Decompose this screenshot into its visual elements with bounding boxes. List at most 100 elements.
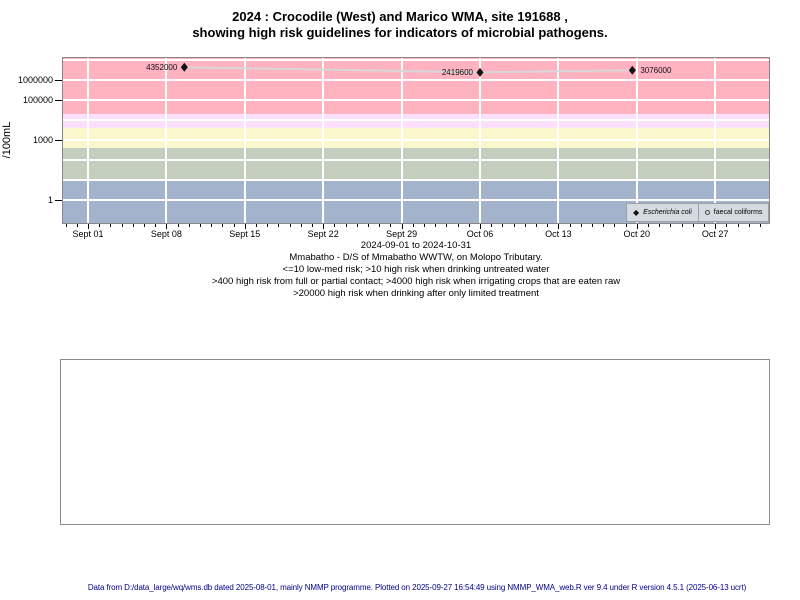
x-axis-minor-tick — [256, 224, 257, 227]
gridline-horizontal — [62, 179, 769, 181]
risk-band-high-risk-drinking-untreated — [62, 147, 769, 180]
x-axis-minor-tick — [614, 224, 616, 227]
gridline-horizontal — [62, 119, 769, 121]
x-axis-minor-tick — [345, 224, 347, 227]
x-axis-minor-tick — [233, 224, 235, 227]
y-tick-label: 1 — [47, 195, 53, 205]
x-axis-minor-tick — [625, 224, 627, 227]
risk-band-high-risk-full-partial-contact — [62, 127, 769, 148]
series-escherichia-coli — [180, 62, 636, 77]
circle-icon — [704, 210, 710, 215]
x-axis-major-tick — [88, 224, 89, 229]
x-axis-minor-tick — [155, 224, 157, 227]
risk-band-high-risk-limited-treatment-drinking — [62, 57, 769, 114]
x-tick-label: Oct 20 — [623, 229, 651, 239]
gridline-horizontal — [62, 139, 769, 141]
gridline-vertical — [714, 57, 717, 223]
x-axis-range-label: 2024-09-01 to 2024-10-31 — [360, 240, 472, 251]
x-axis-minor-tick — [278, 224, 280, 227]
y-axis-tick — [55, 100, 62, 101]
x-axis-minor-tick — [513, 224, 515, 227]
x-axis-major-tick — [401, 224, 403, 229]
chart-title-line1: 2024 : Crocodile (West) and Marico WMA, … — [232, 9, 568, 24]
x-axis-minor-tick — [312, 224, 313, 227]
x-axis-minor-tick — [334, 224, 336, 227]
gridline-vertical — [243, 57, 246, 223]
chart-captions: 2024-09-01 to 2024-10-31 Mmabatho - D/S … — [62, 240, 770, 300]
x-axis-minor-tick — [748, 224, 750, 227]
x-axis-major-tick — [715, 224, 717, 229]
x-axis-minor-tick — [737, 224, 739, 227]
x-axis-minor-tick — [289, 224, 291, 227]
data-point-label: 2419600 — [441, 67, 473, 77]
legend: ◆ Escherichia coli faecal coliforms — [626, 203, 770, 222]
x-tick-label: Oct 27 — [701, 229, 729, 239]
legend-label-escherichia-coli: Escherichia coli — [643, 209, 692, 216]
gridline-horizontal — [62, 59, 769, 61]
x-axis-minor-tick — [670, 224, 672, 227]
x-axis-minor-tick — [99, 224, 101, 227]
y-tick-label: 100000 — [22, 95, 53, 105]
x-axis-minor-tick — [412, 224, 414, 227]
x-axis-minor-tick — [524, 224, 526, 227]
x-axis-minor-tick — [648, 224, 649, 227]
gridline-horizontal — [62, 159, 769, 161]
risk-guideline-1: <=10 low-med risk; >10 high risk when dr… — [282, 264, 550, 275]
x-axis-minor-tick — [211, 224, 213, 227]
x-axis-minor-tick — [222, 224, 224, 227]
x-axis-minor-tick — [121, 224, 123, 227]
diamond-icon: ◆ — [633, 207, 640, 217]
x-axis-minor-tick — [502, 224, 504, 227]
x-axis-minor-tick — [659, 224, 661, 227]
gridline-vertical — [165, 57, 168, 223]
y-axis-tick — [55, 140, 62, 141]
x-tick-label: Sept 29 — [386, 229, 418, 239]
x-axis-minor-tick — [65, 224, 67, 227]
x-axis-minor-tick — [491, 224, 493, 227]
data-point-diamond — [180, 62, 188, 72]
gridline-horizontal — [62, 79, 769, 81]
x-axis-minor-tick — [592, 224, 593, 227]
gridline-vertical — [479, 57, 481, 223]
x-axis-minor-tick — [424, 224, 425, 227]
x-axis-minor-tick — [580, 224, 582, 227]
legend-entry-escherichia-coli: ◆ Escherichia coli — [626, 203, 699, 222]
risk-guideline-3: >20000 high risk when drinking after onl… — [293, 288, 539, 299]
x-axis-minor-tick — [267, 224, 269, 227]
x-axis-minor-tick — [188, 224, 190, 227]
empty-second-plot-panel — [60, 359, 770, 525]
x-axis-major-tick — [323, 224, 325, 229]
x-tick-label: Oct 06 — [466, 229, 494, 239]
data-point-diamond — [628, 65, 636, 75]
chart-title: 2024 : Crocodile (West) and Marico WMA, … — [0, 9, 800, 41]
x-axis-minor-tick — [536, 224, 537, 227]
x-axis-minor-tick — [132, 224, 134, 227]
data-point-label: 3076000 — [640, 65, 672, 75]
x-tick-label: Sept 08 — [150, 229, 182, 239]
data-point-label: 4352000 — [146, 62, 178, 72]
legend-entry-faecal-coliforms: faecal coliforms — [698, 203, 770, 222]
x-axis-minor-tick — [569, 224, 571, 227]
series-line — [184, 66, 633, 74]
x-axis-minor-tick — [110, 224, 112, 227]
x-axis-minor-tick — [379, 224, 381, 227]
data-point-diamond — [476, 67, 484, 77]
gridline-vertical — [322, 57, 325, 223]
x-tick-label: Oct 13 — [545, 229, 572, 239]
gridline-vertical — [557, 57, 560, 223]
x-axis-minor-tick — [692, 224, 694, 227]
legend-label-faecal-coliforms: faecal coliforms — [713, 209, 763, 216]
x-axis-minor-tick — [468, 224, 470, 227]
x-axis-major-tick — [636, 224, 638, 229]
x-axis-minor-tick — [300, 224, 302, 227]
x-axis-major-tick — [166, 224, 168, 229]
x-axis-minor-tick — [76, 224, 78, 227]
gridline-vertical — [635, 57, 638, 223]
chart-title-line2: showing high risk guidelines for indicat… — [192, 25, 608, 40]
x-axis-minor-tick — [547, 224, 549, 227]
x-axis-minor-tick — [144, 224, 145, 227]
gridline-vertical — [400, 57, 403, 223]
x-axis-minor-tick — [200, 224, 201, 227]
